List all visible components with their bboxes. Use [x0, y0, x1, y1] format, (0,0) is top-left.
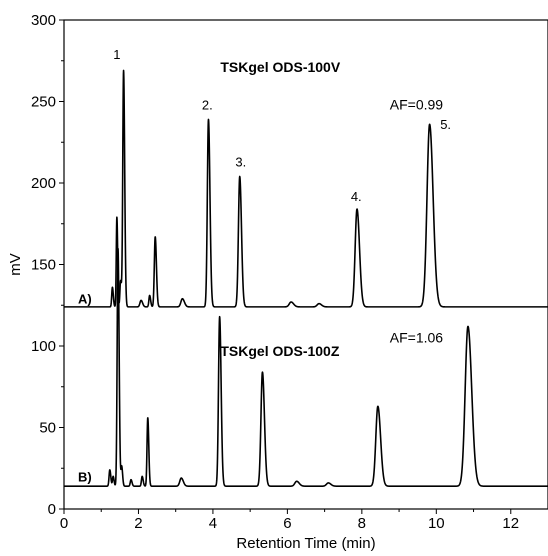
peak-label: 3. [235, 155, 246, 170]
y-tick-label: 0 [48, 501, 56, 518]
y-tick-label: 100 [31, 338, 56, 355]
trace-label-b: B) [78, 469, 92, 484]
plot-frame [63, 19, 548, 510]
peak-label: 4. [351, 189, 362, 204]
x-tick-label: 10 [428, 515, 445, 532]
trace-label-a: A) [78, 292, 92, 307]
x-tick-label: 6 [283, 515, 291, 532]
column-title-a: TSKgel ODS-100V [220, 59, 340, 75]
chromatogram-trace-b [63, 247, 548, 487]
peak-label: 5. [440, 117, 451, 132]
x-tick-label: 2 [134, 515, 142, 532]
x-tick-label: 0 [60, 515, 68, 532]
y-tick-label: 50 [39, 420, 56, 437]
peak-label: 1 [113, 47, 120, 62]
y-tick-label: 150 [31, 257, 56, 274]
asymmetry-factor-a: AF=0.99 [390, 97, 444, 113]
x-axis-label: Retention Time (min) [236, 535, 375, 551]
y-tick-label: 200 [31, 175, 56, 192]
y-tick-label: 250 [31, 94, 56, 111]
asymmetry-factor-b: AF=1.06 [390, 330, 444, 346]
peak-label: 2. [202, 98, 213, 113]
x-tick-label: 4 [209, 515, 217, 532]
x-tick-label: 8 [358, 515, 366, 532]
column-title-b: TSKgel ODS-100Z [220, 343, 339, 359]
y-axis-label: mV [7, 253, 24, 276]
x-tick-label: 12 [502, 515, 519, 532]
chromatogram-trace-a [63, 69, 548, 308]
y-tick-label: 300 [31, 12, 56, 29]
